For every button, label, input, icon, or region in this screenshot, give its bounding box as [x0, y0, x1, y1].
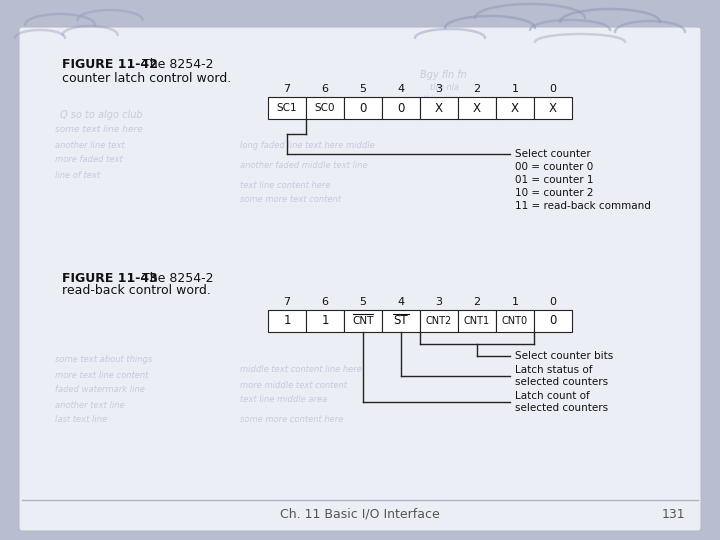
Bar: [458, 97, 496, 119]
Text: another text line: another text line: [55, 401, 125, 409]
Text: Bgy fln fn: Bgy fln fn: [420, 70, 467, 80]
Text: some thing: some thing: [400, 96, 443, 105]
Text: read-back control word.: read-back control word.: [62, 285, 211, 298]
Text: Select counter bits: Select counter bits: [515, 351, 613, 361]
Text: counter latch control word.: counter latch control word.: [62, 71, 231, 84]
Text: 4: 4: [397, 84, 405, 94]
Bar: [306, 310, 344, 332]
Bar: [268, 310, 306, 332]
Text: more faded text: more faded text: [55, 156, 122, 165]
Bar: [306, 97, 344, 119]
Bar: [420, 97, 458, 119]
Text: Select counter: Select counter: [515, 149, 590, 159]
Text: some text about things: some text about things: [55, 355, 152, 364]
Text: 4: 4: [397, 297, 405, 307]
Text: CNT2: CNT2: [426, 316, 452, 326]
Text: 3: 3: [436, 297, 443, 307]
Text: Latch count of
selected counters: Latch count of selected counters: [515, 391, 608, 413]
Bar: [344, 97, 382, 119]
Text: X: X: [435, 102, 443, 114]
Text: 0: 0: [549, 314, 557, 327]
Text: 00 = counter 0: 00 = counter 0: [515, 162, 593, 172]
Text: CNT: CNT: [352, 316, 374, 326]
Text: line of text: line of text: [55, 171, 100, 179]
Text: CNT0: CNT0: [502, 316, 528, 326]
Text: ST: ST: [394, 314, 408, 327]
Text: 5: 5: [359, 84, 366, 94]
Text: tlm nla: tlm nla: [430, 84, 459, 92]
Bar: [382, 97, 420, 119]
Text: 0: 0: [397, 102, 405, 114]
Text: 5: 5: [359, 297, 366, 307]
Text: 1: 1: [321, 314, 329, 327]
Text: 0: 0: [359, 102, 366, 114]
Text: 7: 7: [284, 297, 291, 307]
Bar: [344, 310, 382, 332]
Text: X: X: [511, 102, 519, 114]
Text: SC0: SC0: [315, 103, 336, 113]
Text: CNT1: CNT1: [464, 316, 490, 326]
Text: The 8254-2: The 8254-2: [142, 58, 214, 71]
Text: another faded middle text line: another faded middle text line: [240, 160, 368, 170]
Bar: [268, 97, 306, 119]
Bar: [420, 310, 458, 332]
Text: more text line content: more text line content: [55, 370, 148, 380]
Text: 7: 7: [284, 84, 291, 94]
Text: FIGURE 11-42: FIGURE 11-42: [62, 58, 158, 71]
Text: 0: 0: [549, 297, 557, 307]
Text: 1: 1: [511, 297, 518, 307]
Text: faded watermark line: faded watermark line: [55, 386, 145, 395]
Text: 01 = counter 1: 01 = counter 1: [515, 175, 593, 185]
Text: last text line: last text line: [55, 415, 107, 424]
Text: 0: 0: [549, 84, 557, 94]
Text: some text line here: some text line here: [55, 125, 143, 134]
Text: 2: 2: [474, 84, 480, 94]
Text: text line content here: text line content here: [240, 180, 330, 190]
Text: 3: 3: [436, 84, 443, 94]
Text: some more text content: some more text content: [240, 195, 341, 205]
Text: 1: 1: [511, 84, 518, 94]
Text: some more content here: some more content here: [240, 415, 343, 424]
Text: 2: 2: [474, 297, 480, 307]
FancyBboxPatch shape: [19, 27, 701, 531]
Text: SC1: SC1: [276, 103, 297, 113]
Text: X: X: [473, 102, 481, 114]
Text: 10 = counter 2: 10 = counter 2: [515, 188, 593, 198]
Text: Latch status of
selected counters: Latch status of selected counters: [515, 365, 608, 387]
Bar: [382, 310, 420, 332]
Text: 6: 6: [322, 84, 328, 94]
Text: 1: 1: [283, 314, 291, 327]
Text: another line text: another line text: [55, 140, 125, 150]
Text: text line middle area: text line middle area: [240, 395, 328, 404]
Bar: [534, 310, 572, 332]
Text: more middle text content: more middle text content: [240, 381, 347, 389]
Bar: [496, 310, 534, 332]
Text: 11 = read-back command: 11 = read-back command: [515, 201, 651, 211]
Text: Ch. 11 Basic I/O Interface: Ch. 11 Basic I/O Interface: [280, 508, 440, 521]
Text: 6: 6: [322, 297, 328, 307]
Text: X: X: [549, 102, 557, 114]
Text: long faded line text here middle: long faded line text here middle: [240, 140, 374, 150]
Text: FIGURE 11-43: FIGURE 11-43: [62, 272, 158, 285]
Bar: [534, 97, 572, 119]
Bar: [458, 310, 496, 332]
Text: 131: 131: [662, 508, 685, 521]
Text: middle text content line here: middle text content line here: [240, 366, 362, 375]
Bar: [496, 97, 534, 119]
Text: The 8254-2: The 8254-2: [142, 272, 214, 285]
Text: Q so to algo club: Q so to algo club: [60, 110, 143, 120]
